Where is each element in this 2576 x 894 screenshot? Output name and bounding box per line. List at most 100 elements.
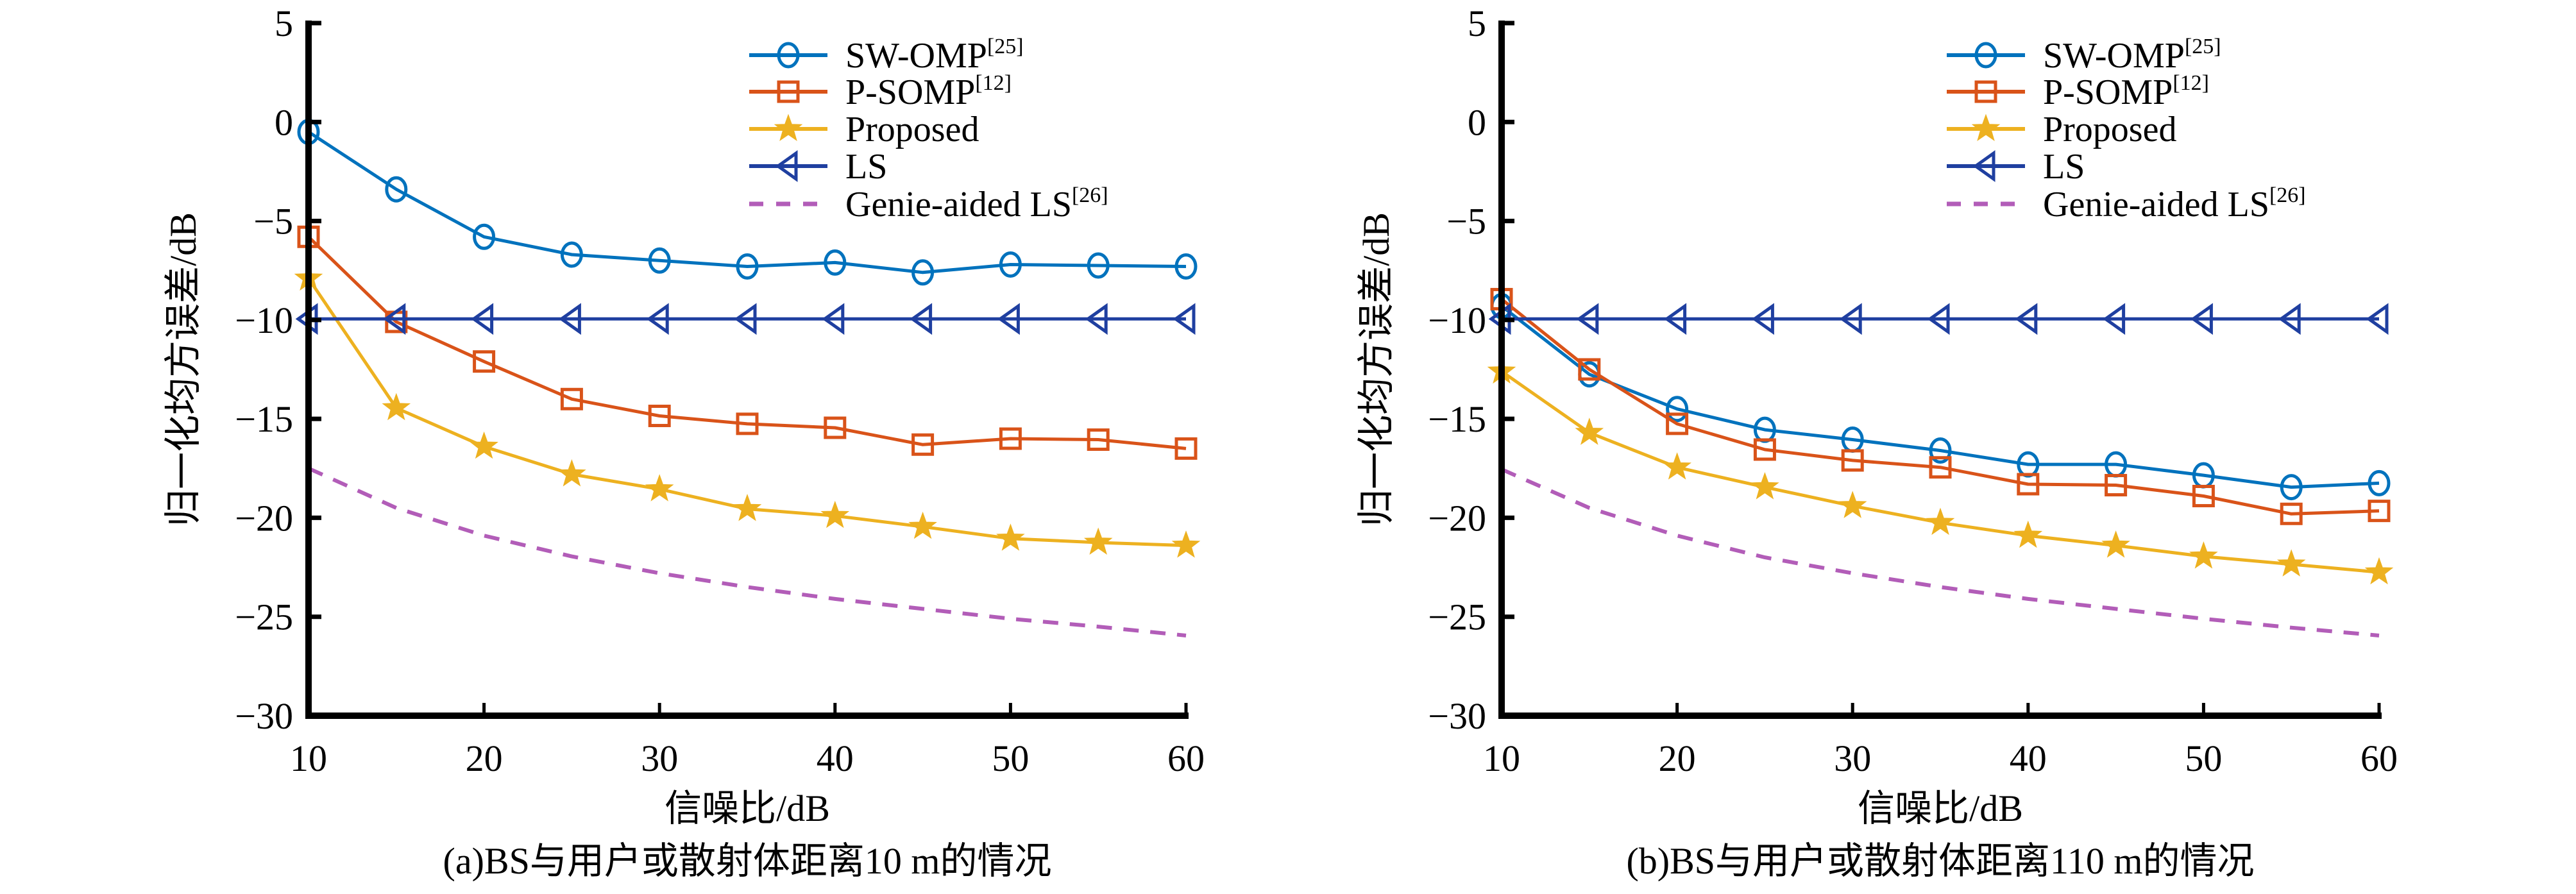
data-point xyxy=(999,251,1022,278)
data-point xyxy=(2103,303,2126,335)
series-line xyxy=(1500,370,2380,574)
data-point xyxy=(822,303,845,335)
data-point xyxy=(1576,303,1599,335)
legend-label-ref: [26] xyxy=(2269,183,2306,207)
legend-item: LS xyxy=(1947,147,2085,187)
data-point xyxy=(471,303,494,335)
series-line xyxy=(307,130,1187,274)
data-point xyxy=(2280,502,2303,525)
legend-label: LS xyxy=(2043,147,2085,187)
data-point xyxy=(734,303,757,335)
data-point xyxy=(1663,452,1691,480)
data-point xyxy=(1839,303,1862,335)
data-point xyxy=(2368,469,2391,496)
data-point xyxy=(996,523,1025,551)
y-tick-label: 0 xyxy=(275,101,293,143)
series-line xyxy=(1500,298,2380,516)
data-point xyxy=(1578,358,1601,381)
panel-caption: (b)BS与用户或散射体距离110 m的情况 xyxy=(1626,840,2254,882)
data-point xyxy=(560,241,583,268)
series-ls xyxy=(295,303,1196,335)
y-tick-label: −30 xyxy=(235,695,293,737)
legend-marker xyxy=(1974,80,1997,103)
data-point xyxy=(911,259,935,286)
y-tick-label: −20 xyxy=(1428,497,1486,539)
series-genie-aided-ls xyxy=(307,466,1187,637)
legend-label-ref: [25] xyxy=(2185,35,2221,58)
data-point xyxy=(473,350,496,373)
legend-item: Proposed xyxy=(749,110,979,149)
data-point xyxy=(733,494,762,521)
data-point xyxy=(1087,252,1110,279)
legend-label: SW-OMP[25] xyxy=(845,35,1024,76)
data-point xyxy=(999,427,1022,450)
data-point xyxy=(736,412,759,435)
legend-label-name: P-SOMP xyxy=(2043,72,2173,112)
data-point xyxy=(1666,396,1689,423)
data-point xyxy=(1174,253,1198,280)
series-line xyxy=(307,466,1187,637)
data-point xyxy=(2280,474,2303,501)
data-point xyxy=(997,303,1020,335)
y-tick-label: 0 xyxy=(1468,101,1486,143)
legend-marker xyxy=(1972,150,1996,182)
legend-marker xyxy=(1971,114,2001,141)
data-point xyxy=(473,223,496,250)
legend-label-name: LS xyxy=(845,147,887,187)
data-point xyxy=(648,405,671,428)
legend-label: Proposed xyxy=(2043,110,2176,149)
legend-label: SW-OMP[25] xyxy=(2043,35,2221,76)
y-tick-label: −15 xyxy=(235,398,293,440)
data-point xyxy=(2017,473,2040,496)
data-point xyxy=(1926,507,1955,536)
x-tick-label: 40 xyxy=(2010,738,2047,779)
legend-marker xyxy=(774,114,803,141)
y-tick-label: 5 xyxy=(275,3,293,44)
data-point xyxy=(908,511,937,539)
y-tick-label: −25 xyxy=(1428,596,1486,638)
y-axis-label: 归一化均方误差/dB xyxy=(1355,212,1397,527)
data-point xyxy=(1083,527,1113,555)
data-point xyxy=(382,392,411,421)
legend-label-name: Genie-aided LS xyxy=(845,185,1072,224)
data-point xyxy=(385,176,408,203)
y-tick-label: −10 xyxy=(235,299,293,341)
data-point xyxy=(648,247,671,274)
series-line xyxy=(1500,305,2380,489)
y-tick-label: −30 xyxy=(1428,695,1486,737)
data-point xyxy=(1171,530,1201,558)
data-point xyxy=(2192,484,2215,507)
x-axis-label: 信噪比/dB xyxy=(1858,788,2023,829)
data-point xyxy=(1753,438,1776,461)
series-proposed xyxy=(294,263,1201,558)
legend-label-name: Proposed xyxy=(845,110,979,149)
data-point xyxy=(1174,437,1198,460)
data-point xyxy=(1085,303,1108,335)
y-tick-label: −20 xyxy=(235,497,293,539)
y-axis-label: 归一化均方误差/dB xyxy=(162,212,204,527)
legend: SW-OMP[25]P-SOMP[12]ProposedLSGenie-aide… xyxy=(749,35,1108,224)
data-point xyxy=(1929,456,1952,479)
data-point xyxy=(2013,520,2043,548)
legend-label-name: Proposed xyxy=(2043,110,2176,149)
legend-label: P-SOMP[12] xyxy=(845,71,1012,112)
data-point xyxy=(1664,303,1687,335)
data-point xyxy=(1173,303,1196,335)
panel-caption: (a)BS与用户或散射体距离10 m的情况 xyxy=(443,840,1052,882)
legend-item: P-SOMP[12] xyxy=(1947,71,2209,112)
data-point xyxy=(2101,530,2130,558)
series-line xyxy=(307,235,1187,450)
data-point xyxy=(470,431,498,459)
y-tick-label: −25 xyxy=(235,596,293,638)
data-point xyxy=(1752,303,1774,335)
data-point xyxy=(1838,491,1867,518)
y-tick-label: −10 xyxy=(1428,299,1486,341)
legend-label-name: LS xyxy=(2043,147,2085,187)
data-point xyxy=(2105,474,2128,497)
legend-marker xyxy=(1974,42,1997,69)
x-tick-label: 20 xyxy=(1659,738,1696,779)
data-point xyxy=(1841,449,1864,472)
legend-label: Genie-aided LS[26] xyxy=(2043,183,2306,224)
